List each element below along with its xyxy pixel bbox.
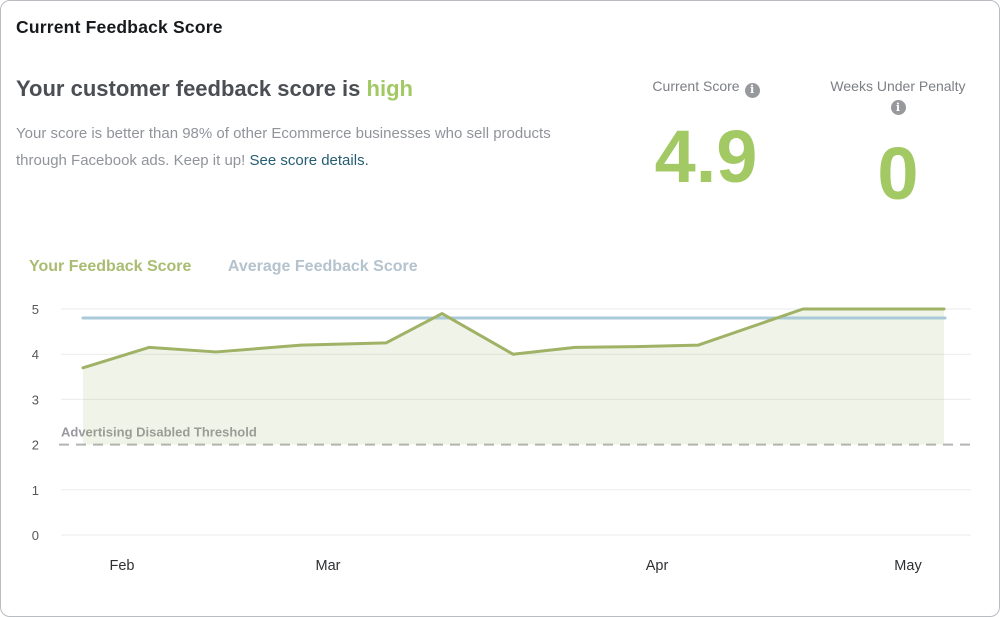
- y-tick-label: 3: [32, 392, 39, 407]
- your-feedback-line: [81, 307, 946, 370]
- y-tick-label: 0: [32, 528, 39, 543]
- y-tick-label: 5: [32, 302, 39, 317]
- description-text: Your score is better than 98% of other E…: [16, 125, 551, 169]
- legend-your-feedback-score: Your Feedback Score: [29, 258, 192, 275]
- score-description: Your score is better than 98% of other E…: [16, 120, 568, 174]
- current-score-stat: Current Score i 4.9: [606, 77, 806, 194]
- y-tick-label: 2: [32, 438, 39, 453]
- weeks-under-penalty-label-row: Weeks Under Penalty i: [798, 77, 998, 115]
- current-score-value: 4.9: [654, 114, 758, 198]
- info-icon[interactable]: i: [890, 100, 906, 115]
- y-tick-label: 4: [32, 347, 39, 362]
- x-tick-label: May: [894, 558, 922, 574]
- x-tick-label: Mar: [316, 558, 341, 574]
- legend-average-feedback-score: Average Feedback Score: [227, 258, 418, 275]
- score-area-fill: [83, 309, 944, 445]
- see-score-details-link[interactable]: See score details.: [249, 152, 369, 169]
- x-tick-label: Feb: [110, 558, 135, 574]
- feedback-score-chart: 5 4 3 2 1 0 Advertising Disabled Threshold Feb M…: [32, 302, 973, 574]
- weeks-under-penalty-stat: Weeks Under Penalty i 0: [798, 77, 998, 211]
- threshold-label: Advertising Disabled Threshold: [61, 425, 257, 440]
- chart-legend: Your Feedback Score Average Feedback Sco…: [29, 258, 418, 276]
- info-icon[interactable]: i: [744, 82, 760, 98]
- x-tick-label: Apr: [646, 558, 669, 574]
- page-title: Current Feedback Score: [16, 17, 223, 37]
- score-status-high: high: [366, 76, 413, 101]
- y-tick-label: 1: [32, 483, 39, 498]
- subtitle-text: Your customer feedback score is: [16, 76, 361, 101]
- weeks-under-penalty-label: Weeks Under Penalty: [830, 78, 966, 94]
- weeks-under-penalty-value: 0: [877, 132, 919, 215]
- current-score-label-row: Current Score i: [606, 77, 806, 98]
- current-score-label: Current Score: [652, 78, 740, 94]
- score-subtitle: Your customer feedback score is high: [16, 76, 413, 102]
